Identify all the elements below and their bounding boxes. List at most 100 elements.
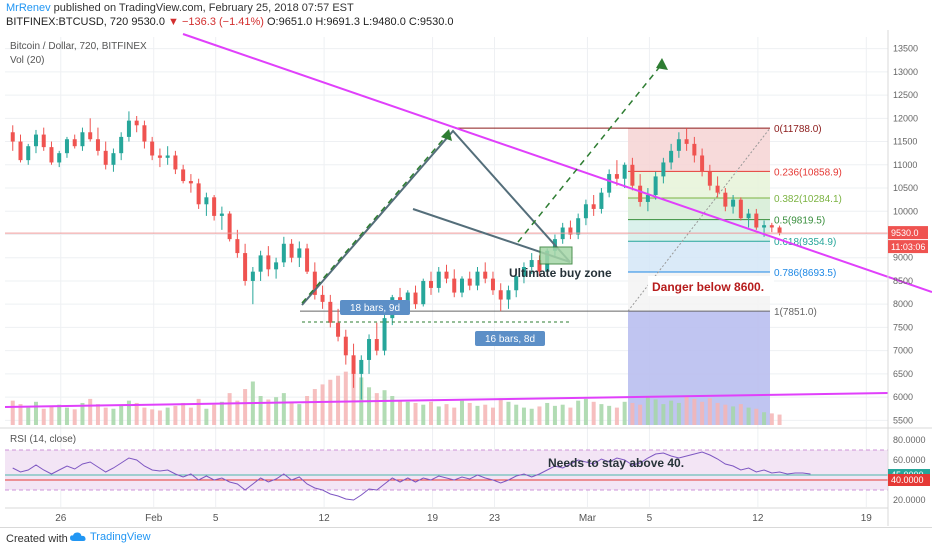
- candle-body: [700, 155, 705, 172]
- candle-body: [475, 271, 480, 286]
- candle-body: [653, 176, 658, 195]
- publish-info: published on TradingView.com, February 2…: [50, 2, 354, 14]
- candle-body: [119, 136, 124, 154]
- volume-bar: [320, 384, 325, 425]
- volume-bar: [591, 401, 596, 425]
- price-tick-label: 11500: [893, 137, 917, 147]
- volume-bar: [452, 407, 457, 425]
- volume-bar: [576, 400, 581, 425]
- time-tick-label: 5: [213, 513, 219, 524]
- last-price: 9530.0: [131, 16, 165, 28]
- ascending-support-line: [4, 392, 889, 408]
- candle-body: [723, 192, 728, 207]
- candle-body: [382, 318, 387, 351]
- candle-body: [312, 271, 317, 295]
- volume-bar: [33, 401, 38, 425]
- rsi-line: [12, 451, 811, 501]
- candle-body: [591, 204, 596, 209]
- candle-body: [157, 155, 162, 158]
- volume-bar: [498, 398, 503, 425]
- volume-bar: [669, 400, 674, 425]
- candle-body: [467, 278, 472, 286]
- volume-bar: [336, 375, 341, 425]
- price-tick-label: 8000: [893, 299, 913, 309]
- volume-bar: [653, 399, 658, 425]
- projection-path-2: [517, 63, 663, 243]
- fib-label-1: 1(7851.0): [774, 307, 817, 318]
- volume-bar: [754, 408, 759, 425]
- ohlc-values: O:9651.0 H:9691.3 L:9480.0 C:9530.0: [267, 16, 454, 28]
- volume-bar: [769, 413, 774, 425]
- volume-bar: [607, 405, 612, 425]
- candle-body: [250, 271, 255, 281]
- candle-body: [429, 280, 434, 288]
- fib-zone: [628, 171, 770, 199]
- bars-label-2-bg: [475, 331, 545, 346]
- volume-bar: [157, 410, 162, 425]
- volume-bar: [181, 402, 186, 425]
- candle-body: [731, 199, 736, 207]
- volume-bar: [196, 398, 201, 425]
- volume-bar: [398, 400, 403, 425]
- volume-bar: [142, 407, 147, 425]
- candle-body: [607, 174, 612, 193]
- volume-bar: [173, 405, 178, 425]
- volume-bar: [483, 404, 488, 425]
- volume-bar: [351, 369, 356, 425]
- axes: 13500 13000 12500 12000 11500 11000 10500 10000…: [5, 30, 930, 526]
- volume-bar: [568, 407, 573, 425]
- volume-bar: [95, 404, 100, 425]
- candle-body: [297, 248, 302, 258]
- volume-bar: [777, 414, 782, 425]
- volume-bar: [545, 402, 550, 425]
- price-tick-label: 6000: [893, 392, 913, 402]
- candle-body: [227, 213, 232, 240]
- candle-body: [436, 271, 441, 288]
- candle-body: [103, 150, 108, 165]
- volume-bar: [707, 398, 712, 425]
- cloud-icon: [70, 532, 86, 541]
- bars-label-2: 16 bars, 8d: [485, 334, 535, 345]
- candle-body: [421, 280, 426, 305]
- fib-label-0.5: 0.5(9819.5): [774, 216, 825, 227]
- candle-body: [599, 192, 604, 209]
- volume-bar: [188, 407, 193, 425]
- candle-body: [95, 139, 100, 151]
- projection-arrow-head: [656, 58, 668, 70]
- volume-bar: [405, 401, 410, 425]
- volume-bar: [762, 412, 767, 425]
- rsi-tag-40: [888, 474, 930, 486]
- candle-body: [57, 153, 62, 163]
- candle-body: [622, 164, 627, 179]
- candle-body: [181, 169, 186, 182]
- rsi-tick-label: 80.0000: [893, 435, 926, 445]
- volume-bar: [134, 402, 139, 425]
- volume-bar: [10, 400, 15, 425]
- time-tick-label: 26: [55, 513, 67, 524]
- volume-bar: [165, 407, 170, 425]
- candle-body: [583, 204, 588, 219]
- volume-bar: [444, 404, 449, 425]
- chart-canvas[interactable]: 0(11788.0) 0.236(10858.9) 0.382(10284.1) 0.…: [0, 30, 932, 527]
- candle-body: [351, 355, 356, 374]
- volume-bar: [41, 408, 46, 425]
- time-tick-label: 12: [752, 513, 764, 524]
- volume-bar: [630, 402, 635, 425]
- candle-body: [413, 292, 418, 305]
- candle-body: [188, 181, 193, 184]
- volume-bar: [521, 407, 526, 425]
- volume-bar: [506, 401, 511, 425]
- candle-body: [490, 278, 495, 291]
- drawings[interactable]: Ultimate buy zone Danger below 8600. 18 ba…: [4, 33, 932, 408]
- candle-body: [165, 155, 170, 158]
- created-with-label: Created with: [6, 533, 68, 545]
- tradingview-link[interactable]: TradingView: [70, 531, 151, 543]
- volume-bar: [57, 404, 62, 425]
- candle-body: [26, 146, 31, 161]
- volume-bar: [281, 393, 286, 425]
- volume-bar: [49, 405, 54, 425]
- candle-body: [444, 271, 449, 279]
- author-link[interactable]: MrRenev: [6, 2, 51, 14]
- candle-body: [18, 141, 23, 161]
- candle-body: [320, 294, 325, 302]
